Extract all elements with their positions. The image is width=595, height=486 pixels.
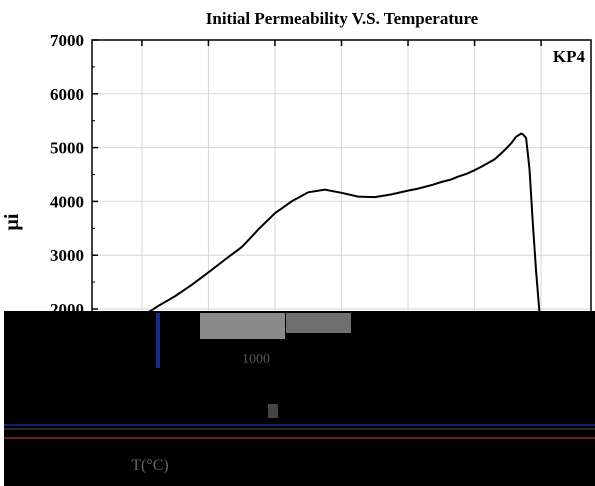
y-tick-label: 7000 — [50, 31, 84, 50]
y-tick-label: 4000 — [50, 192, 84, 211]
y-tick-label: 3000 — [50, 246, 84, 265]
svg-text:1000: 1000 — [242, 352, 270, 367]
series-annotation-kp4: KP4 — [553, 47, 586, 66]
y-axis-label: μi — [1, 213, 23, 230]
chart-title: Initial Permeability V.S. Temperature — [206, 9, 479, 28]
corrupted-region: 1000 — [4, 311, 595, 486]
x-axis-label: T(°C) — [131, 457, 169, 474]
y-tick-label: 6000 — [50, 85, 84, 104]
permeability-curve — [141, 132, 541, 316]
y-tick-label: 5000 — [50, 139, 84, 158]
x-axis-ticks — [141, 40, 542, 46]
